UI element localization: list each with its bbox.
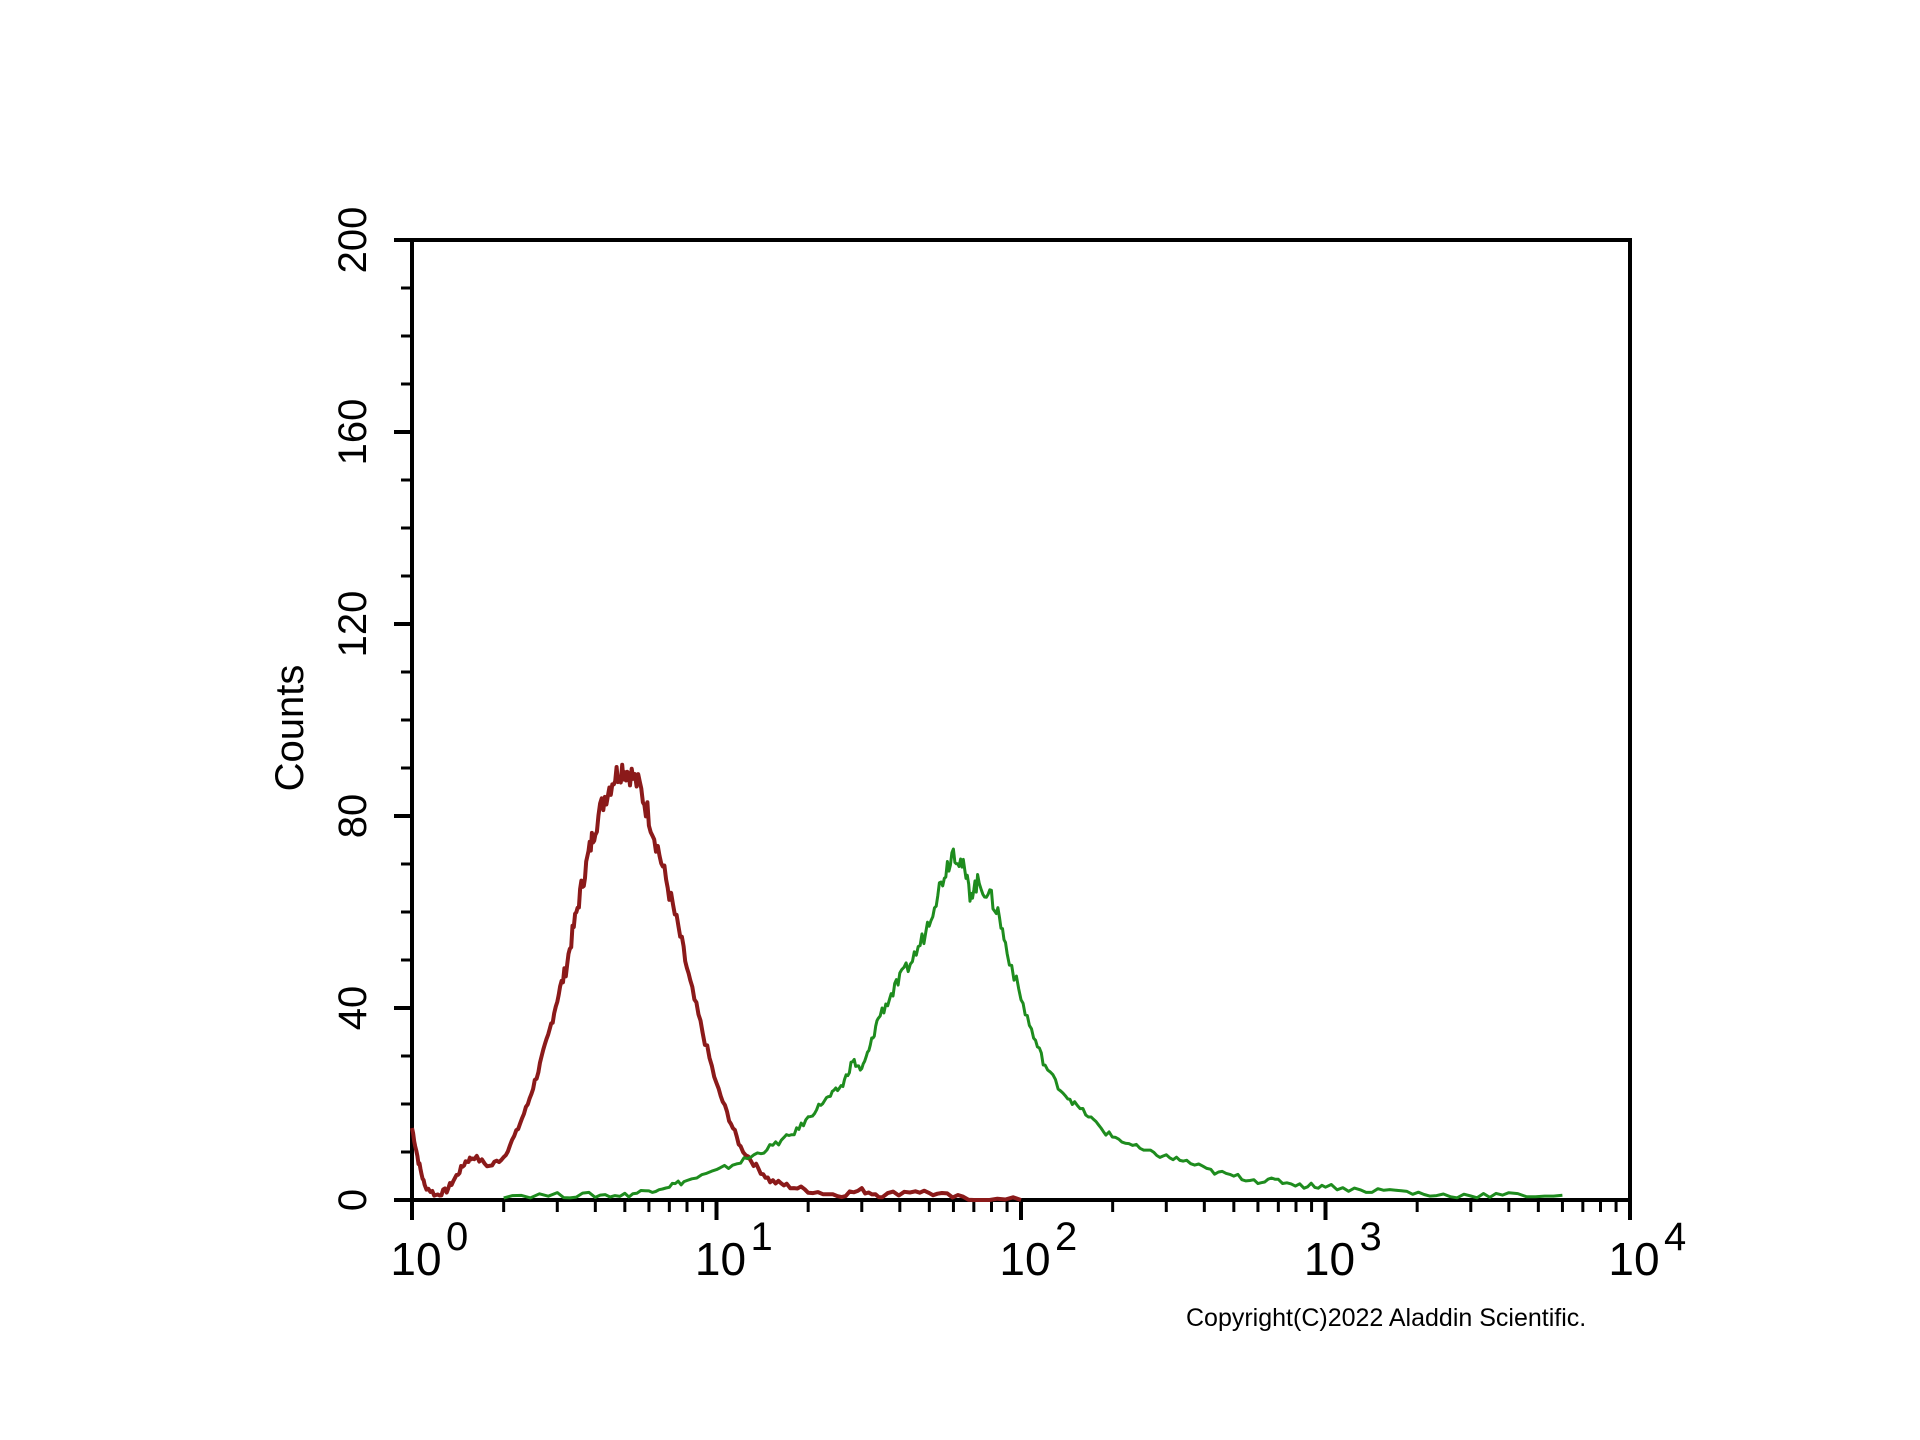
y-tick-label: 200 (331, 207, 375, 274)
y-axis-label: Counts (268, 665, 312, 792)
x-axis-ticks: 10 0 10 1 10 2 10 3 10 4 (390, 1200, 1686, 1285)
x-tick-exponent: 3 (1360, 1215, 1382, 1259)
y-axis-ticks: 0 40 80 120 160 200 (331, 207, 412, 1211)
y-tick-label: 160 (331, 399, 375, 466)
x-tick-exponent: 0 (446, 1215, 468, 1259)
y-tick-label: 40 (331, 986, 375, 1031)
x-tick-label: 10 (390, 1233, 441, 1285)
x-tick-exponent: 1 (751, 1215, 773, 1259)
x-tick-label: 10 (999, 1233, 1050, 1285)
x-tick-exponent: 2 (1055, 1215, 1077, 1259)
x-tick-label: 10 (1608, 1233, 1659, 1285)
x-tick-label: 10 (695, 1233, 746, 1285)
y-tick-label: 80 (331, 794, 375, 839)
series-line-green (503, 847, 1563, 1200)
series-layer (410, 762, 1563, 1202)
x-tick-exponent: 4 (1664, 1215, 1686, 1259)
copyright-notice: Copyright(C)2022 Aladdin Scientific. (1186, 1304, 1587, 1332)
series-line-red (410, 762, 1022, 1202)
y-tick-label: 0 (331, 1189, 375, 1211)
y-tick-label: 120 (331, 591, 375, 658)
plot-frame (410, 238, 1632, 1202)
x-tick-label: 10 (1304, 1233, 1355, 1285)
